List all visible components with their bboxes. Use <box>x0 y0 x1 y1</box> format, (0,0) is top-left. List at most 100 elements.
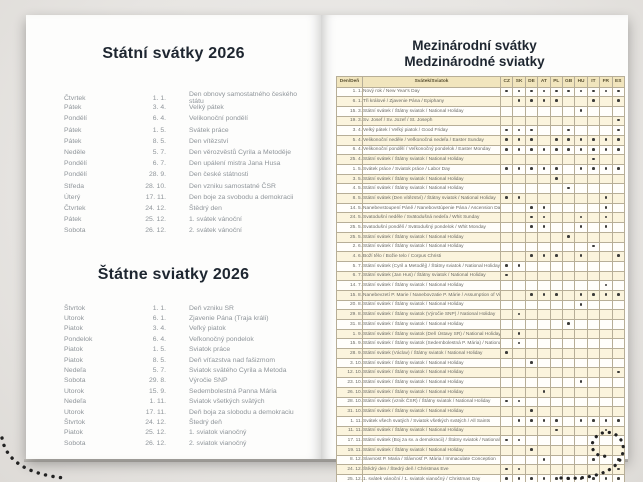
country-mark-cell <box>561 348 576 359</box>
holiday-row: Nedeľa 1. 11. Sviatok všetkých svätých <box>64 397 305 407</box>
holiday-dot-icon <box>505 351 508 354</box>
country-mark-cell <box>499 105 514 117</box>
holiday-name-cell: Nanebevstoupení Páně / Nanebovstúpenie P… <box>362 202 501 214</box>
country-mark-cell <box>512 289 526 301</box>
country-mark-cell <box>499 183 514 195</box>
holiday-dot-icon <box>505 128 508 132</box>
holiday-dot-icon <box>517 331 521 335</box>
country-mark-cell <box>524 474 539 482</box>
country-mark-cell <box>549 260 563 272</box>
country-mark-cell <box>524 96 539 107</box>
country-mark-cell <box>549 222 563 233</box>
country-mark-cell <box>549 154 563 165</box>
country-mark-cell <box>537 125 551 136</box>
country-mark-cell <box>586 134 601 146</box>
holiday-date: 25. 12. <box>145 429 166 437</box>
holiday-date-cell: 3. 10. <box>336 357 363 369</box>
holiday-date-cell: 31. 8. <box>336 319 363 330</box>
holiday-name: Den věrozvěstů Cyrila a Metoděje <box>189 149 291 157</box>
holiday-dot-icon <box>579 215 583 219</box>
country-mark-cell <box>524 280 539 291</box>
country-mark-cell <box>512 299 526 311</box>
column-header-country: IT <box>586 76 601 88</box>
country-mark-cell <box>561 105 576 117</box>
holiday-date-cell: 1. 9. <box>336 328 363 340</box>
country-mark-cell <box>499 348 514 359</box>
holiday-dot-icon <box>616 457 620 461</box>
country-mark-cell <box>524 425 539 437</box>
country-mark-cell <box>524 289 539 301</box>
holiday-name-cell: Svatodušní pondělí / Svätodušný pondelok… <box>362 222 501 233</box>
holiday-dot-icon <box>554 167 558 170</box>
country-mark-cell <box>524 454 539 466</box>
country-mark-cell <box>524 144 539 156</box>
holiday-date: 3. 4. <box>152 104 166 112</box>
holiday-dot-icon <box>579 138 583 141</box>
holiday-dot-icon <box>567 138 570 141</box>
holiday-dot-icon <box>542 89 546 93</box>
country-mark-cell <box>599 357 613 369</box>
country-mark-cell <box>512 319 526 330</box>
holiday-dot-icon <box>505 167 508 170</box>
holiday-dot-icon <box>554 428 558 432</box>
holiday-dot-icon <box>604 167 608 170</box>
holiday-dot-icon <box>604 215 608 219</box>
country-mark-cell <box>549 96 563 107</box>
table-header-row: Den/Deň Svátek/Sviatok CZ SK DE AT PL GB HU IT FR E… <box>336 76 625 88</box>
country-mark-cell <box>611 202 625 214</box>
holiday-dot-icon <box>616 419 620 422</box>
holiday-row: Pátek 8. 5. Den vítězství <box>64 136 305 147</box>
country-mark-cell <box>574 251 588 262</box>
page-stack-edge <box>24 459 628 462</box>
country-mark-cell <box>574 231 588 243</box>
holiday-name-cell: Štědrý den / Štedrý deň / Christmas Eve <box>362 464 501 475</box>
country-mark-cell <box>599 270 613 282</box>
country-mark-cell <box>537 474 551 482</box>
holiday-date: 24. 12. <box>145 418 166 426</box>
holiday-row: Utorok 15. 9. Sedembolestná Panna Mária <box>64 386 305 396</box>
holiday-date: 6. 4. <box>152 115 166 123</box>
holiday-date-cell: 17. 11. <box>336 435 363 446</box>
holiday-day: Nedeľa <box>64 367 87 375</box>
country-mark-cell <box>549 348 563 359</box>
table-row: 28. 10. Státní svátek (vznik ČSR) / Štátn… <box>336 396 625 408</box>
holiday-dot-icon <box>505 264 508 267</box>
holiday-dot-icon <box>616 147 620 151</box>
diary-spread: Státní svátky 2026 Čtvrtek 1. 1. Den obnov… <box>26 15 628 482</box>
country-mark-cell <box>512 435 526 446</box>
country-mark-cell <box>586 396 601 408</box>
table-row: 3. 10. Státní svátek / Štátny sviatok / N… <box>336 357 625 369</box>
holiday-name: Velikonoční pondělí <box>189 115 248 123</box>
holiday-row: Piatok 1. 5. Sviatok práce <box>64 345 305 355</box>
country-mark-cell <box>537 357 551 369</box>
country-mark-cell <box>586 260 601 272</box>
holiday-date: 26. 12. <box>145 227 166 235</box>
table-row: 3. 4. Velký pátek / Veľký piatok / Good F… <box>336 125 625 136</box>
holiday-date: 24. 12. <box>145 204 166 212</box>
holiday-dot-icon <box>604 477 608 480</box>
holiday-dot-icon <box>592 147 595 151</box>
table-row: 24. 5. Svatodušní neděle / Svätodušná ned… <box>336 212 625 224</box>
holiday-dot-icon <box>517 167 521 170</box>
country-mark-cell <box>574 144 588 156</box>
holiday-dot-icon <box>579 254 583 258</box>
holiday-date-cell: 15. 9. <box>336 338 363 350</box>
country-mark-cell <box>549 231 563 243</box>
country-mark-cell <box>599 86 613 98</box>
holiday-dot-icon <box>579 89 583 93</box>
country-mark-cell <box>574 96 588 107</box>
holiday-dot-icon <box>505 438 508 442</box>
country-mark-cell <box>499 251 514 262</box>
country-mark-cell <box>611 367 625 379</box>
column-header-country: HU <box>574 76 588 88</box>
country-mark-cell <box>537 270 551 282</box>
holiday-date-cell: 25. 12. <box>336 474 363 482</box>
country-mark-cell <box>537 425 551 437</box>
country-mark-cell <box>561 144 576 156</box>
country-mark-cell <box>512 134 526 146</box>
country-mark-cell <box>561 134 576 146</box>
country-mark-cell <box>537 164 551 175</box>
holiday-date-cell: 5. 4. <box>336 134 363 146</box>
country-mark-cell <box>586 357 601 369</box>
country-mark-cell <box>599 222 613 233</box>
